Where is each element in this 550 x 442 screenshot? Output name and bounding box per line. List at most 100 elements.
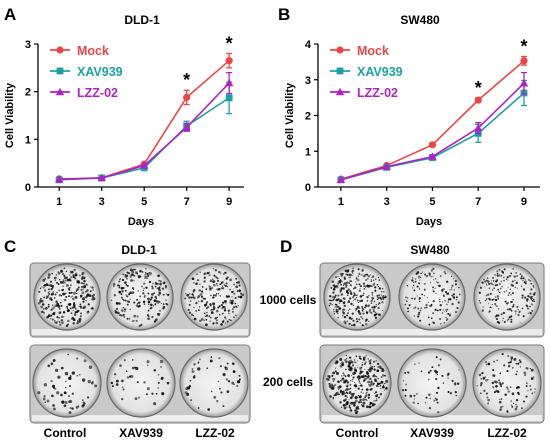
colony (47, 364, 51, 368)
colony (231, 296, 233, 298)
colony (199, 271, 201, 273)
colony (67, 319, 70, 323)
colony (355, 390, 357, 392)
colony (87, 303, 90, 306)
colony (530, 368, 534, 372)
colony (494, 274, 496, 276)
colony (218, 305, 221, 308)
colony (372, 384, 374, 386)
colony (373, 400, 375, 402)
colony (210, 309, 213, 312)
colony (135, 319, 138, 322)
colony (199, 283, 201, 286)
colony (449, 314, 451, 317)
colony (510, 320, 513, 323)
colony (346, 392, 349, 395)
colony (491, 307, 493, 309)
colony (215, 309, 219, 313)
colony (491, 298, 494, 301)
colony (345, 360, 348, 364)
colony (198, 289, 202, 292)
colony (518, 359, 521, 362)
colony (238, 284, 241, 287)
colony (487, 281, 489, 283)
significance-star: * (226, 34, 233, 54)
colony (424, 306, 426, 309)
colony (50, 314, 53, 317)
colony (143, 287, 145, 290)
colony (138, 324, 141, 328)
colony (195, 282, 199, 286)
x-tick-label: 3 (384, 196, 390, 208)
colony (349, 401, 353, 405)
colony (150, 296, 153, 299)
colony (527, 390, 529, 392)
colony (529, 292, 532, 295)
colony (521, 407, 523, 410)
colony (354, 384, 358, 388)
colony (383, 296, 385, 299)
colony (510, 404, 513, 406)
colony (80, 296, 82, 298)
colony (74, 295, 78, 299)
colony (413, 398, 416, 400)
colony (354, 361, 357, 364)
colony (447, 301, 449, 303)
colony (349, 396, 353, 400)
colony (485, 283, 487, 285)
colony (436, 373, 438, 376)
colony (434, 308, 437, 311)
colony (508, 316, 511, 319)
colony (354, 359, 356, 361)
colony (516, 275, 519, 277)
colony (485, 363, 488, 366)
colony (232, 362, 235, 366)
colony (417, 307, 420, 310)
colony (328, 383, 332, 386)
colony (54, 368, 59, 373)
colony (141, 285, 143, 288)
colony (332, 371, 336, 375)
colony (366, 399, 368, 401)
colony (332, 381, 334, 383)
colony (211, 278, 214, 280)
colony (529, 367, 531, 370)
colony (503, 268, 506, 271)
colony (224, 307, 226, 309)
colony (487, 362, 491, 366)
colony (359, 395, 362, 397)
colony (226, 362, 229, 365)
colony (333, 385, 335, 388)
colony (226, 320, 229, 323)
colony (238, 374, 241, 377)
colony (359, 295, 363, 298)
colony (496, 359, 498, 362)
colony (87, 379, 91, 384)
colony (198, 306, 201, 308)
colony (529, 385, 532, 387)
colony (522, 315, 525, 318)
colony (131, 320, 134, 322)
colony (368, 320, 370, 323)
colony (345, 388, 349, 391)
colony (118, 286, 121, 289)
colony (495, 384, 498, 388)
colony (533, 376, 535, 378)
colony (424, 273, 427, 276)
colony (443, 310, 445, 313)
colony (61, 288, 64, 292)
colony (208, 285, 211, 288)
colony (71, 271, 74, 274)
row-label-200-cells: 200 cells (263, 375, 313, 389)
colony (370, 405, 373, 408)
data-point (225, 94, 233, 102)
colony (333, 298, 335, 300)
colony (379, 382, 381, 385)
colony (92, 289, 94, 291)
colony (496, 272, 499, 275)
colony (418, 311, 421, 314)
well (397, 348, 467, 418)
colony (215, 293, 218, 295)
colony (375, 394, 379, 398)
colony (349, 283, 352, 286)
